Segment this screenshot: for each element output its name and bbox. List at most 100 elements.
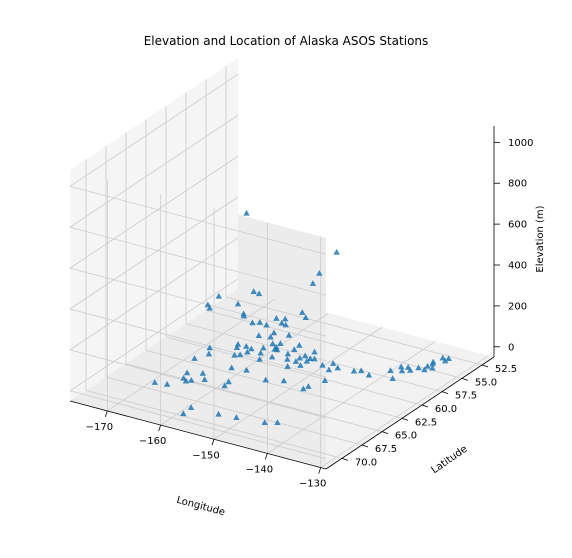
data-point [199, 370, 206, 376]
data-point [277, 340, 284, 346]
x-tick-mark [211, 439, 215, 446]
data-point [334, 364, 341, 371]
y-axis-label: Latitude [430, 444, 470, 477]
data-point [365, 371, 373, 378]
data-point [249, 319, 256, 326]
data-point [404, 363, 412, 370]
data-point [231, 351, 238, 358]
data-point [296, 354, 304, 361]
data-point [321, 377, 329, 383]
z-tick-label: 1000 [508, 138, 533, 149]
data-point [284, 350, 292, 357]
z-tick-label: 200 [508, 301, 527, 312]
data-point [256, 355, 263, 362]
data-point [240, 310, 247, 317]
data-point [307, 355, 314, 362]
data-point [221, 382, 228, 389]
data-point [445, 355, 452, 361]
data-point [387, 367, 394, 373]
data-point [325, 366, 333, 373]
data-point [270, 329, 278, 336]
x-tick-label: −160 [139, 436, 166, 447]
grid-line-x [213, 326, 383, 440]
y-tick-mark [341, 457, 349, 461]
data-point [205, 350, 213, 357]
y-tick-label: 55.0 [475, 377, 497, 388]
x-tick-mark [318, 467, 322, 474]
axis-lines [69, 126, 500, 474]
grid-line-x [320, 355, 489, 468]
data-point [225, 378, 232, 385]
data-point [309, 280, 317, 286]
y-tick-mark [461, 377, 469, 381]
data-point [255, 290, 263, 297]
x-tick-label: −170 [86, 422, 113, 433]
data-point [228, 364, 235, 371]
x-tick-label: −150 [192, 450, 219, 461]
data-point [442, 357, 449, 364]
data-point [303, 357, 310, 364]
x-axis-label: Longitude [175, 495, 226, 519]
data-point [305, 383, 312, 389]
data-point [180, 410, 187, 417]
x-axis-line [69, 400, 327, 470]
x-tick-label: −130 [299, 479, 326, 490]
data-point [151, 379, 158, 385]
data-point [206, 344, 213, 351]
data-point [282, 321, 289, 328]
z-axis-label: Elevation (m) [535, 205, 546, 272]
data-point [268, 353, 276, 360]
grid-line-z [69, 155, 239, 269]
data-point [284, 355, 291, 362]
grid-line-z [69, 196, 239, 310]
y-tick-mark [381, 431, 389, 435]
axes-panes [70, 58, 494, 469]
data-point [215, 292, 222, 299]
data-point [292, 358, 300, 364]
data-point [311, 348, 318, 355]
data-point [439, 354, 446, 361]
z-tick-label: 600 [508, 220, 527, 231]
grid-line-y [105, 376, 363, 446]
x-tick-mark [104, 410, 108, 418]
grid-line-z [69, 226, 327, 296]
data-point [316, 269, 323, 276]
data-points [151, 209, 452, 426]
data-point [333, 248, 340, 255]
data-point [358, 367, 365, 374]
x-tick-label: −140 [246, 464, 273, 475]
data-point [350, 367, 358, 374]
grid-line-x [107, 298, 276, 412]
data-point [274, 419, 281, 425]
y-tick-mark [441, 391, 449, 395]
data-point [248, 345, 255, 352]
y-tick-label: 65.0 [395, 431, 417, 442]
data-point [233, 414, 240, 421]
grid-line-z [69, 349, 327, 419]
z-tick-label: 400 [508, 261, 527, 272]
grid-line-z [69, 390, 327, 460]
data-point [280, 377, 288, 384]
data-point [300, 385, 307, 392]
grid-line-z [69, 278, 239, 392]
back-wall-pane [70, 58, 238, 401]
data-point [243, 209, 250, 216]
y-tick-mark [481, 364, 489, 368]
data-point [188, 376, 195, 383]
data-point [421, 366, 428, 373]
z-tick-label: 0 [508, 342, 514, 353]
data-point [285, 332, 293, 338]
data-point [278, 319, 285, 326]
data-point [250, 288, 257, 294]
grid-line-z [69, 185, 327, 255]
data-point [204, 301, 212, 308]
data-point [319, 361, 326, 368]
data-point [256, 318, 264, 325]
data-point [260, 344, 267, 351]
data-point [297, 362, 304, 368]
data-point [187, 404, 195, 411]
chart-title: Elevation and Location of Alaska ASOS St… [144, 34, 429, 48]
data-point [407, 366, 414, 373]
data-point [255, 332, 262, 338]
